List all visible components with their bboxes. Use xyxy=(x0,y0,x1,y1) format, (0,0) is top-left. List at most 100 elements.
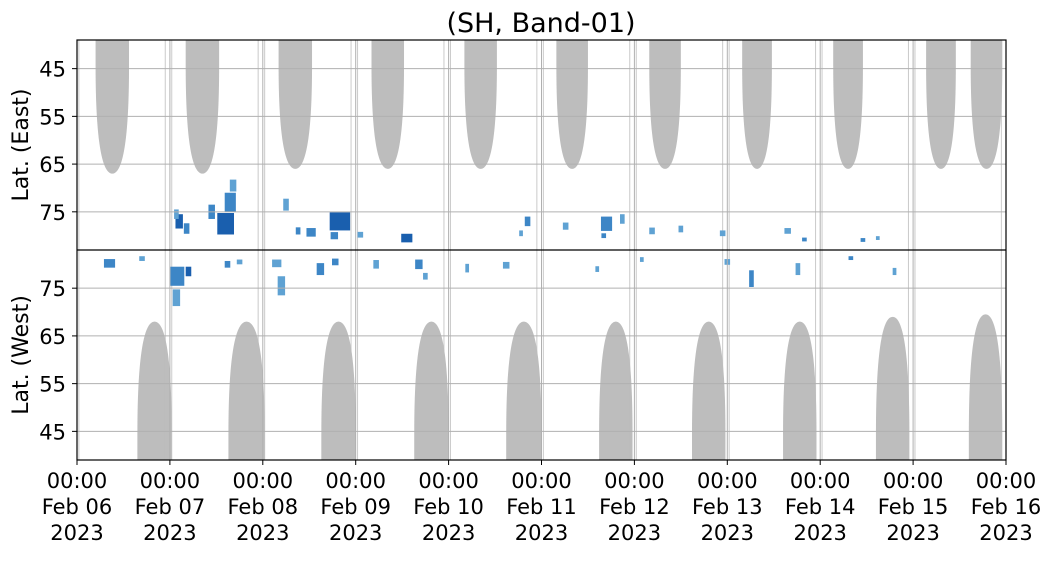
echo-cluster-west-6 xyxy=(236,259,243,265)
daylight-region-east-3 xyxy=(371,40,405,169)
x-tick-label-day: Feb 15 xyxy=(878,495,949,519)
plot-content xyxy=(77,40,1006,460)
daylight-region-east-7 xyxy=(742,40,772,169)
echo-cluster-west-9 xyxy=(316,263,325,276)
echo-cluster-east-22 xyxy=(719,230,726,237)
echo-cluster-west-2 xyxy=(170,266,185,286)
daylight-region-west-1 xyxy=(228,321,265,460)
echo-cluster-east-11 xyxy=(330,232,339,240)
y-tick-label-west: 45 xyxy=(39,420,66,444)
echo-cluster-west-1 xyxy=(139,256,145,261)
x-tick-label-day: Feb 13 xyxy=(692,495,763,519)
daylight-region-west-8 xyxy=(875,316,910,460)
echo-cluster-east-17 xyxy=(600,216,613,231)
echo-cluster-west-0 xyxy=(103,259,116,268)
y-tick-label-west: 75 xyxy=(39,277,66,301)
echo-cluster-east-20 xyxy=(649,227,655,235)
x-tick-label-year: 2023 xyxy=(515,521,568,545)
echo-cluster-west-19 xyxy=(749,270,754,287)
echo-cluster-west-16 xyxy=(595,266,600,272)
echo-cluster-east-23 xyxy=(784,228,791,234)
echo-cluster-west-20 xyxy=(795,263,801,276)
y-axis-label-east: Lat. (East) xyxy=(9,89,34,202)
echo-cluster-west-14 xyxy=(465,263,470,273)
daylight-region-west-9 xyxy=(968,314,1003,460)
echo-cluster-east-13 xyxy=(401,233,413,243)
daylight-region-east-4 xyxy=(464,40,497,169)
echo-cluster-east-5 xyxy=(229,179,237,192)
x-tick-label-day: Feb 11 xyxy=(506,495,577,519)
daylight-region-west-7 xyxy=(783,321,817,460)
echo-cluster-east-12 xyxy=(357,231,364,238)
daylight-region-west-6 xyxy=(691,321,726,460)
echo-cluster-west-15 xyxy=(502,261,510,269)
y-tick-label-east: 75 xyxy=(39,201,66,225)
echo-cluster-east-2 xyxy=(174,209,179,219)
daylight-region-east-6 xyxy=(649,40,681,169)
y-axis-label-west: Lat. (West) xyxy=(9,295,34,415)
x-tick-label-day: Feb 09 xyxy=(320,495,391,519)
echo-cluster-east-14 xyxy=(524,216,531,227)
echo-cluster-west-13 xyxy=(423,272,428,280)
daylight-region-east-2 xyxy=(278,40,313,169)
daylight-region-east-10 xyxy=(970,40,1003,169)
echo-cluster-east-4 xyxy=(224,192,236,212)
x-tick-label-time: 00:00 xyxy=(418,469,479,493)
daylight-region-west-2 xyxy=(321,321,356,460)
chart-title: (SH, Band-01) xyxy=(446,8,635,39)
y-tick-label-east: 55 xyxy=(39,105,66,129)
x-tick-label-time: 00:00 xyxy=(47,469,108,493)
x-tick-label-time: 00:00 xyxy=(325,469,386,493)
x-tick-label-year: 2023 xyxy=(329,521,382,545)
echo-cluster-east-16 xyxy=(562,222,569,230)
echo-cluster-west-21 xyxy=(848,256,854,261)
echo-cluster-east-24 xyxy=(802,237,807,242)
x-tick-label-time: 00:00 xyxy=(140,469,201,493)
echo-cluster-west-22 xyxy=(892,267,897,276)
echo-cluster-west-3 xyxy=(172,289,181,307)
daylight-region-west-4 xyxy=(506,321,542,460)
x-tick-label-time: 00:00 xyxy=(976,469,1037,493)
echo-cluster-east-26 xyxy=(875,236,880,240)
echo-cluster-east-18 xyxy=(620,214,625,224)
y-tick-label-east: 65 xyxy=(39,153,66,177)
echo-cluster-east-7 xyxy=(283,198,289,211)
x-tick-label-day: Feb 10 xyxy=(413,495,484,519)
echo-cluster-west-7 xyxy=(272,259,282,268)
x-tick-label-time: 00:00 xyxy=(604,469,665,493)
daylight-region-west-5 xyxy=(599,321,633,460)
y-tick-label-east: 45 xyxy=(39,58,66,82)
echo-cluster-east-19 xyxy=(601,233,607,239)
x-tick-label-year: 2023 xyxy=(979,521,1032,545)
y-tick-label-west: 65 xyxy=(39,325,66,349)
echo-cluster-east-9 xyxy=(306,228,316,237)
x-tick-label-time: 00:00 xyxy=(511,469,572,493)
echo-cluster-east-1 xyxy=(183,223,190,234)
x-tick-label-year: 2023 xyxy=(50,521,103,545)
echo-cluster-east-15 xyxy=(519,230,523,237)
x-tick-label-time: 00:00 xyxy=(883,469,944,493)
daylight-region-east-5 xyxy=(556,40,588,169)
echo-cluster-west-8 xyxy=(277,276,286,296)
daylight-region-west-3 xyxy=(414,321,449,460)
x-tick-label-day: Feb 14 xyxy=(785,495,856,519)
x-tick-label-day: Feb 08 xyxy=(228,495,299,519)
x-tick-label-year: 2023 xyxy=(793,521,846,545)
echo-cluster-west-5 xyxy=(224,260,231,268)
y-tick-label-west: 55 xyxy=(39,373,66,397)
echo-cluster-east-0 xyxy=(175,214,183,229)
daylight-region-east-8 xyxy=(833,40,863,169)
echo-cluster-east-21 xyxy=(678,225,684,233)
x-tick-label-year: 2023 xyxy=(886,521,939,545)
echo-cluster-west-17 xyxy=(639,257,644,262)
echo-cluster-west-4 xyxy=(185,266,192,277)
daylight-region-east-9 xyxy=(926,40,956,169)
echo-cluster-east-25 xyxy=(860,238,866,242)
x-tick-label-year: 2023 xyxy=(608,521,661,545)
x-tick-label-time: 00:00 xyxy=(697,469,758,493)
x-tick-label-day: Feb 07 xyxy=(135,495,206,519)
daylight-region-east-0 xyxy=(95,40,130,174)
